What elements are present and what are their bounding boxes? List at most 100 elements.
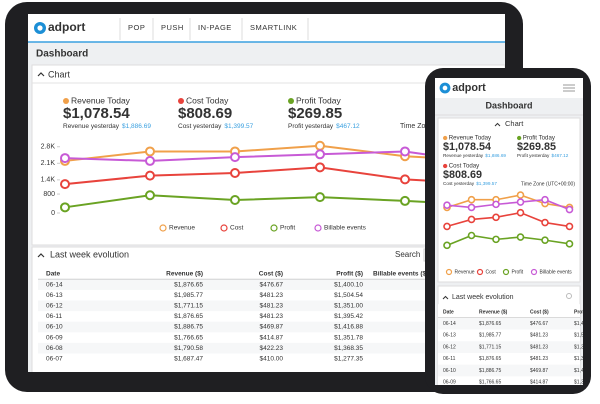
yesterday-value: $467.12	[552, 153, 569, 158]
data-point	[516, 191, 525, 199]
table-cell: $1,400.10	[574, 321, 596, 327]
table-header: Cost ($)	[530, 309, 549, 315]
data-point	[492, 213, 500, 222]
table-cell: 06-10	[46, 324, 63, 331]
table-cell: 06-09	[443, 380, 456, 386]
page-title: Dashboard	[485, 100, 532, 110]
y-tick-label: 2.8K	[41, 144, 56, 151]
data-point	[492, 200, 500, 209]
row-stripe	[438, 364, 580, 377]
stat-dot	[443, 135, 448, 141]
stat-yesterday: Profit yesterday $467.12	[517, 153, 569, 158]
section-title: Last week evolution	[452, 294, 514, 301]
data-point	[145, 146, 155, 157]
stat-yesterday: Profit yesterday $467.12	[288, 123, 360, 130]
table-cell: $1,351.78	[334, 334, 363, 341]
collapse-icon	[37, 72, 45, 77]
table-cell: $410.00	[260, 356, 284, 363]
y-tick-label: 0	[51, 210, 55, 217]
search-icon[interactable]	[566, 293, 572, 299]
table-cell: $1,351.00	[334, 303, 363, 310]
table-cell: $1,277.35	[334, 356, 363, 363]
row-stripe	[438, 317, 580, 330]
header-bar	[28, 14, 505, 42]
table-cell: $481.23	[530, 333, 548, 339]
legend-marker	[530, 268, 538, 276]
data-point	[541, 236, 549, 244]
table-cell: $481.23	[260, 303, 284, 310]
data-point	[145, 170, 155, 181]
brand: adport	[452, 82, 486, 94]
table-header: Billable events ($)	[373, 271, 428, 278]
stat-label: Profit Today	[523, 135, 556, 142]
table-cell: $481.23	[530, 356, 548, 362]
stat-value: $1,078.54	[443, 141, 491, 153]
yesterday-value: $1,886.69	[485, 153, 506, 158]
table-cell: 06-12	[46, 303, 63, 310]
legend-label: Billable events	[324, 225, 367, 232]
brand: adport	[48, 20, 85, 34]
nav-tab: POP	[128, 23, 145, 32]
yesterday-label: Cost yesterday	[443, 181, 475, 186]
collapse-icon	[37, 253, 45, 258]
data-point	[145, 190, 155, 201]
data-point	[516, 233, 525, 241]
legend-label: Revenue	[169, 225, 195, 232]
stat-value: $808.69	[443, 169, 482, 181]
legend-label: Cost	[230, 225, 244, 232]
table-cell: $1,771.15	[479, 344, 501, 350]
stat-label: Revenue Today	[71, 95, 131, 105]
table-cell: $414.87	[530, 380, 548, 386]
table-cell: $1,504.54	[334, 292, 363, 299]
data-point	[230, 168, 240, 179]
yesterday-value: $467.12	[336, 123, 360, 130]
stat-label: Cost Today	[186, 95, 229, 105]
series-line	[64, 166, 491, 186]
yesterday-value: $1,399.57	[476, 181, 497, 186]
data-point	[443, 201, 451, 209]
stat-yesterday: Cost yesterday $1,399.57	[178, 123, 254, 130]
series-line	[446, 234, 570, 247]
data-point	[400, 146, 410, 157]
table-header: Profit ($)	[336, 271, 363, 278]
legend-label: Profit	[512, 269, 524, 275]
data-point	[467, 203, 476, 212]
stat-value: $808.69	[178, 105, 232, 122]
data-point	[541, 218, 549, 227]
section-title: Chart	[48, 69, 71, 79]
table-cell: $481.23	[530, 344, 548, 350]
table-cell: 06-13	[443, 333, 456, 339]
legend-marker	[502, 268, 510, 276]
table-cell: $481.23	[260, 292, 284, 299]
table-cell: $1,985.77	[479, 333, 501, 339]
row-stripe	[38, 321, 505, 333]
table-header: Date	[443, 309, 454, 315]
table-header: Date	[46, 271, 60, 278]
data-point	[230, 152, 240, 163]
table-cell: $476.67	[530, 321, 548, 327]
series-line	[64, 150, 491, 165]
table-cell: 06-14	[46, 281, 63, 288]
legend-marker	[445, 268, 453, 276]
chart-panel	[437, 117, 581, 283]
table-cell: $469.87	[530, 368, 548, 374]
data-point	[230, 194, 240, 205]
table-cell: $1,876.65	[174, 313, 203, 320]
data-point	[565, 222, 574, 231]
table-cell: $1,876.65	[174, 281, 203, 288]
legend-label: Revenue	[455, 269, 475, 275]
table-cell: $1,886.75	[174, 324, 203, 331]
table-cell: 06-11	[443, 356, 456, 362]
nav-tab: SMARTLINK	[250, 23, 297, 32]
table-cell: $1,886.75	[479, 368, 501, 374]
table-cell: $1,766.65	[174, 334, 203, 341]
table-cell: $1,395.42	[574, 356, 596, 362]
series-line	[446, 194, 570, 209]
search-label: Search	[395, 250, 420, 259]
series-line	[446, 198, 570, 211]
table-cell: $414.87	[260, 334, 284, 341]
stat-label: Profit Today	[296, 95, 341, 105]
yesterday-label: Profit yesterday	[517, 153, 550, 158]
table-cell: 06-08	[46, 345, 63, 352]
